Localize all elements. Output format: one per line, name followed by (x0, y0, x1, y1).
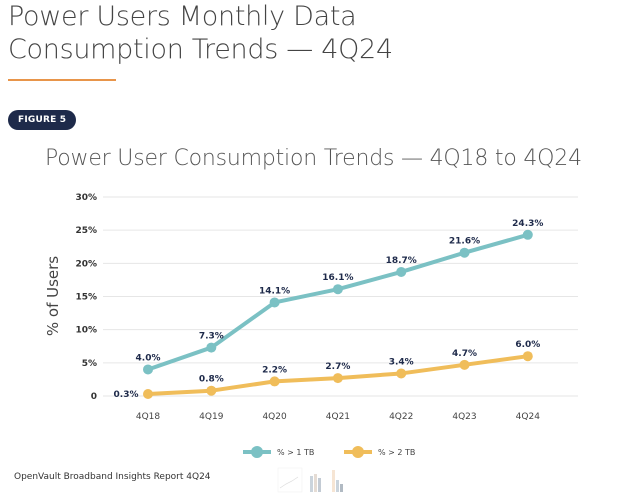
x-tick-label: 4Q21 (326, 412, 350, 422)
y-tick-label: 20% (75, 259, 97, 269)
legend: % > 1 TB % > 2 TB (243, 446, 415, 458)
x-tick-label: 4Q22 (389, 412, 413, 422)
series-over-1tb: 4.0% 7.3% 14.1% 16.1% 18.7% 21.6% 24.3% (136, 219, 543, 375)
data-point (269, 376, 280, 387)
legend-label: % > 1 TB (277, 448, 314, 457)
legend-marker (352, 446, 364, 458)
series-group: 4.0% 7.3% 14.1% 16.1% 18.7% 21.6% 24.3% 0.3% 0.8… (114, 219, 544, 400)
x-tick-label: 4Q19 (199, 412, 224, 422)
series-over-2tb: 0.3% 0.8% 2.2% 2.7% 3.4% 4.7% 6.0% (114, 340, 541, 400)
x-tick-label: 4Q23 (452, 412, 476, 422)
y-tick-label: 25% (75, 226, 97, 236)
data-point (396, 266, 407, 277)
data-label: 14.1% (259, 286, 290, 296)
y-tick-label: 15% (75, 293, 97, 303)
data-label: 4.7% (452, 349, 477, 359)
y-axis-ticks: 0 5% 10% 15% 20% 25% 30% (75, 193, 97, 402)
data-point (459, 359, 470, 370)
data-point (332, 373, 343, 384)
data-point (522, 229, 533, 240)
data-label: 4.0% (136, 353, 161, 363)
data-point (332, 284, 343, 295)
data-label: 3.4% (389, 357, 414, 367)
y-tick-label: 5% (82, 359, 97, 369)
page-title: Power Users Monthly Data Consumption Tre… (8, 0, 393, 66)
gridlines (103, 196, 578, 397)
y-tick-label: 30% (75, 193, 97, 203)
x-axis-ticks: 4Q18 4Q19 4Q20 4Q21 4Q22 4Q23 4Q24 (136, 412, 540, 422)
data-point (269, 297, 280, 308)
y-tick-label: 0 (91, 392, 97, 402)
data-label: 16.1% (322, 273, 353, 283)
page-title-line-2: Consumption Trends — 4Q24 (8, 34, 393, 65)
data-label: 18.7% (386, 256, 417, 266)
legend-label: % > 2 TB (378, 448, 415, 457)
x-tick-label: 4Q20 (262, 412, 287, 422)
figure-badge: FIGURE 5 (8, 110, 77, 130)
data-label: 2.2% (262, 365, 287, 375)
data-point (522, 351, 533, 362)
legend-item: % > 2 TB (344, 446, 415, 458)
thumbnail-preview-image (277, 467, 343, 493)
data-point (143, 364, 153, 375)
data-point (206, 342, 217, 353)
page-title-line-1: Power Users Monthly Data (8, 1, 357, 32)
data-label: 7.3% (199, 332, 224, 342)
data-label: 21.6% (449, 237, 480, 247)
data-label: 0.3% (114, 390, 139, 400)
data-label: 6.0% (515, 340, 540, 350)
x-tick-label: 4Q18 (136, 412, 161, 422)
data-point (206, 385, 217, 396)
data-label: 2.7% (325, 362, 350, 372)
legend-item: % > 1 TB (243, 446, 314, 458)
legend-marker (251, 446, 263, 458)
data-point (459, 247, 470, 258)
chart-title: Power User Consumption Trends — 4Q18 to … (45, 146, 582, 171)
data-point (143, 389, 153, 400)
y-axis-label: % of Users (44, 256, 62, 336)
y-tick-label: 10% (75, 326, 97, 336)
x-tick-label: 4Q24 (516, 412, 541, 422)
data-label: 24.3% (512, 219, 543, 229)
footer-source: OpenVault Broadband Insights Report 4Q24 (14, 472, 211, 482)
data-point (396, 368, 407, 379)
data-label: 0.8% (199, 375, 224, 385)
accent-rule (8, 79, 116, 81)
